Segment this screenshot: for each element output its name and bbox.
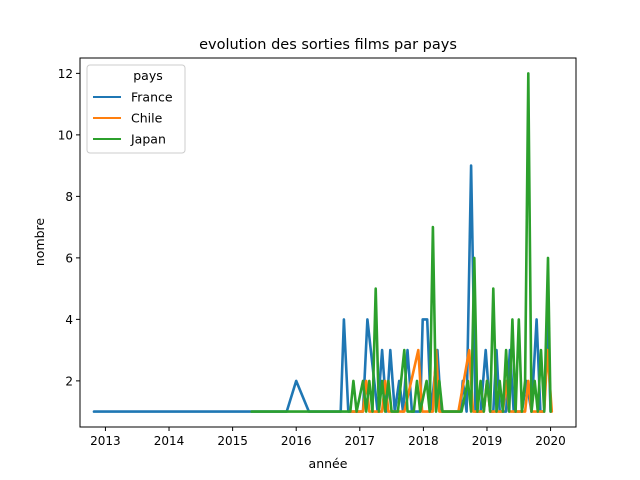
x-tick-label: 2015 (217, 434, 248, 448)
y-tick-label: 2 (65, 374, 73, 388)
x-tick-label: 2017 (345, 434, 376, 448)
legend: pays France Chile Japan (86, 64, 186, 154)
x-tick-label: 2018 (408, 434, 439, 448)
legend-label-chile: Chile (131, 111, 163, 126)
x-tick-label: 2013 (90, 434, 121, 448)
legend-label-japan: Japan (130, 132, 166, 147)
x-tick-label: 2016 (281, 434, 312, 448)
y-tick-label: 12 (58, 67, 73, 81)
legend-box (86, 64, 186, 154)
y-tick-label: 8 (65, 190, 73, 204)
series-line-japan (250, 72, 552, 413)
y-tick-label: 6 (65, 251, 73, 265)
x-tick-label: 2020 (535, 434, 566, 448)
y-tick-label: 4 (65, 313, 73, 327)
y-axis-label: nombre (32, 218, 47, 267)
series-layer (92, 72, 554, 413)
y-tick-label: 10 (58, 128, 73, 142)
plot-frame (79, 57, 577, 428)
y-axis-ticks: 2 4 6 8 10 12 (58, 67, 80, 388)
x-axis-label: année (309, 456, 348, 471)
x-axis-ticks: 2013 2014 2015 2016 2017 2018 2019 2020 (90, 427, 566, 448)
x-tick-label: 2014 (154, 434, 185, 448)
legend-label-france: France (131, 90, 173, 105)
legend-title: pays (133, 68, 163, 83)
chart-title: evolution des sorties films par pays (199, 37, 457, 53)
x-tick-label: 2019 (472, 434, 503, 448)
